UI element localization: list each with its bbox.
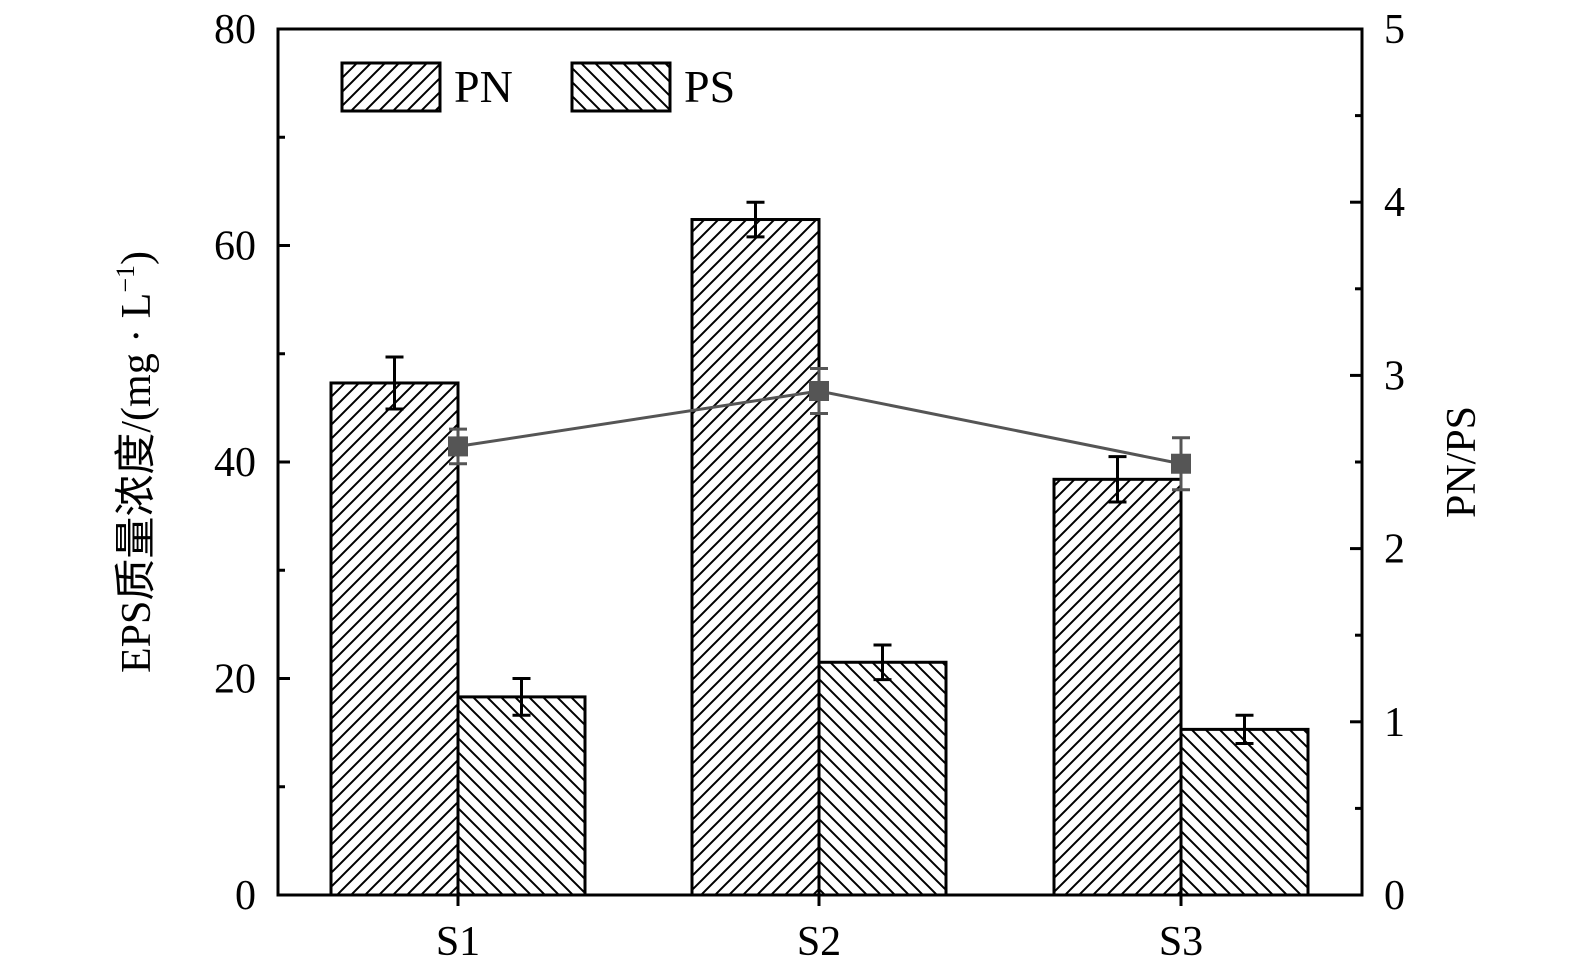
right-tick-label: 3 — [1384, 353, 1405, 399]
left-tick-label: 20 — [214, 657, 256, 703]
ratio-marker-s1 — [448, 436, 468, 457]
y-axis-title: EPS质量浓度/(mg · L−1) — [111, 251, 160, 673]
right-tick-label: 5 — [1384, 7, 1405, 53]
right-tick-label: 1 — [1384, 700, 1405, 746]
right-tick-label: 4 — [1384, 180, 1405, 226]
ratio-line-layer — [448, 366, 1191, 492]
x-tick-label: S2 — [797, 919, 841, 965]
error-bar-pn-s3 — [1108, 455, 1127, 504]
legend: PN PS — [340, 61, 735, 113]
ratio-marker-s3 — [1171, 453, 1191, 474]
right-tick-label: 2 — [1384, 527, 1405, 573]
bar-ps-s1 — [456, 695, 587, 897]
error-bar-pn-s2 — [746, 200, 765, 239]
error-bar-pn-s1 — [385, 355, 404, 411]
error-bar-ps-s3 — [1235, 713, 1254, 745]
x-tick-label: S1 — [436, 919, 480, 965]
error-bar-ps-s2 — [873, 643, 892, 682]
ratio-marker-s2 — [809, 380, 829, 401]
right-tick-label: 0 — [1384, 873, 1405, 919]
legend-swatch-pn — [340, 61, 442, 113]
x-axis-ticks: S1 S2 S3 — [436, 895, 1203, 965]
y2-axis-title: PN/PS — [1439, 406, 1485, 518]
legend-swatch-ps — [570, 61, 672, 113]
legend-label-pn: PN — [454, 61, 513, 112]
legend-label-ps: PS — [684, 61, 735, 112]
y-axis-title-exponent: −1 — [111, 265, 140, 293]
left-tick-label: 80 — [214, 7, 256, 53]
bar-ps-s2 — [817, 660, 948, 897]
bar-pn-s2 — [690, 218, 821, 897]
left-tick-label: 60 — [214, 224, 256, 270]
bar-pn-s1 — [329, 381, 460, 897]
error-bar-ps-s1 — [512, 677, 531, 717]
bar-ps-s3 — [1179, 727, 1310, 897]
bars-layer — [329, 218, 1310, 897]
bar-pn-s3 — [1052, 477, 1183, 897]
y-axis-title-main: EPS质量浓度/(mg · L — [114, 293, 160, 673]
error-bars-layer — [385, 200, 1254, 745]
left-tick-label: 0 — [235, 873, 256, 919]
x-tick-label: S3 — [1159, 919, 1203, 965]
left-tick-label: 40 — [214, 440, 256, 486]
right-axis-ticks: 0 1 2 3 4 5 — [1350, 7, 1405, 919]
y-axis-title-close: ) — [114, 251, 160, 265]
left-axis-ticks: 0 20 40 60 80 — [214, 7, 290, 919]
